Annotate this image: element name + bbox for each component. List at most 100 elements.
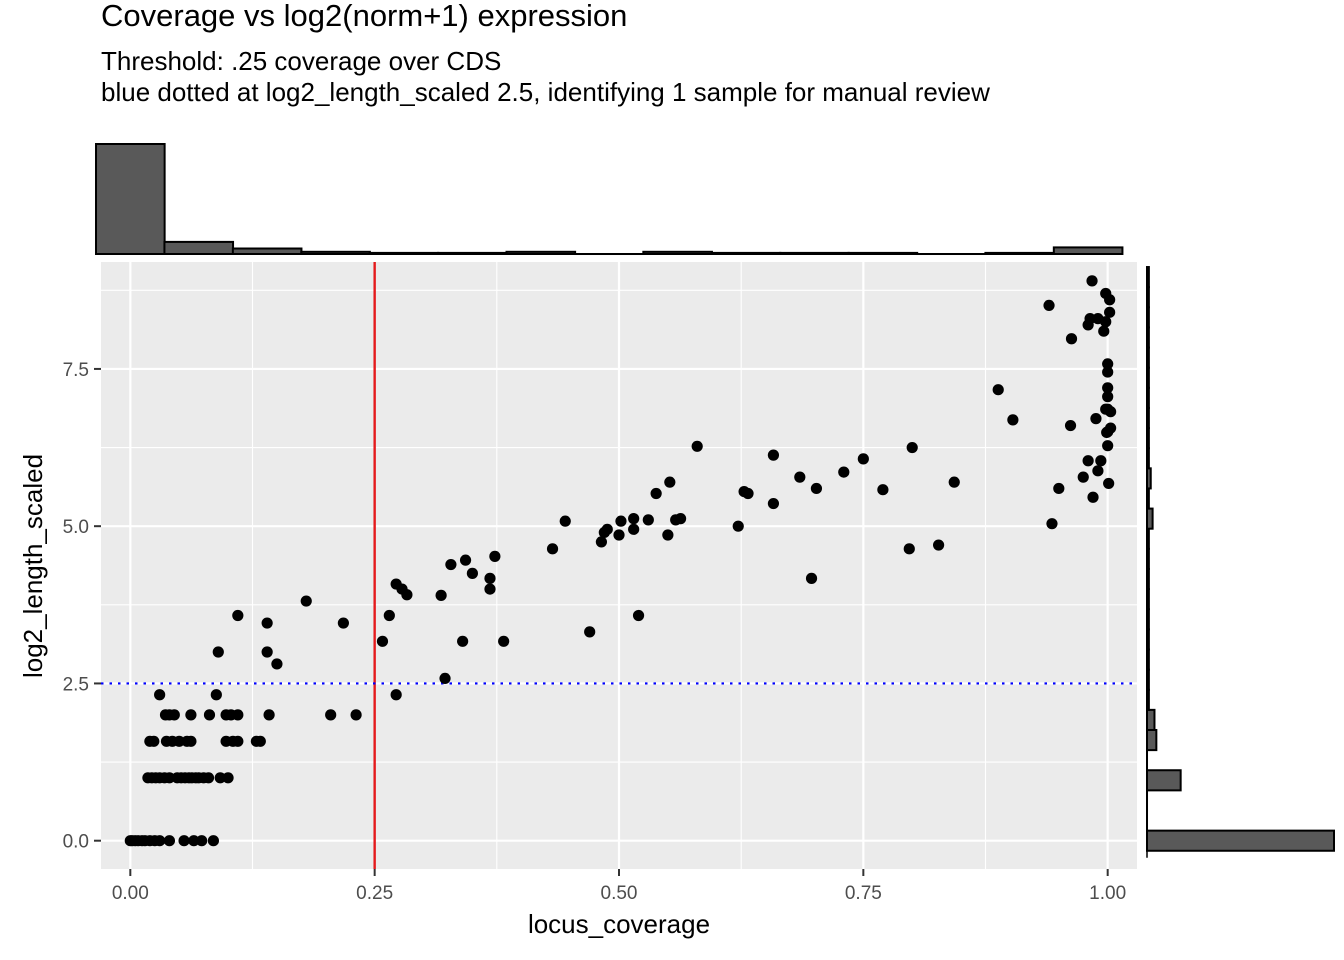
chart-title: Coverage vs log2(norm+1) expression [101,0,627,33]
right-histogram-bar [1146,628,1150,651]
data-point [1007,414,1019,426]
data-point [628,523,640,535]
right-histogram-bar [1146,487,1150,510]
data-point [337,617,349,629]
data-point [857,453,869,465]
data-point [632,609,645,622]
right-histogram-bar [1146,326,1150,349]
data-point [163,835,176,847]
data-point [222,772,234,784]
data-point [1092,465,1104,477]
data-point [1100,316,1112,328]
data-point [642,514,654,526]
data-point [1095,455,1107,467]
data-point [383,609,395,622]
data-point [148,735,160,747]
data-point [163,772,176,784]
data-point [445,558,457,571]
data-point [601,523,613,535]
data-point [188,835,200,847]
right-histogram-bar [1146,728,1158,752]
right-histogram-bar [1146,648,1150,671]
data-point [559,515,571,527]
data-point [742,487,754,500]
data-point [1105,406,1117,418]
data-point [992,384,1004,396]
right-histogram-bar [1146,306,1150,329]
data-point [838,466,850,478]
top-histogram-bar [779,251,850,255]
data-point [1102,391,1114,403]
data-point [263,709,275,721]
data-point [271,658,283,670]
chart-subtitle-line-1: Threshold: .25 coverage over CDS [101,46,501,76]
right-marginal-histogram [1146,266,1335,858]
top-histogram-bar [847,251,919,255]
data-point [435,589,447,601]
top-histogram-bar [505,250,577,256]
data-point [662,529,674,541]
data-point [877,484,889,496]
data-point [261,617,273,629]
data-point [1103,477,1115,490]
data-point [254,735,266,747]
top-histogram-bar [368,251,440,255]
data-point [691,440,703,452]
data-point [664,476,676,488]
data-point [732,520,744,532]
x-tick-label: 1.00 [1089,883,1126,904]
data-point [376,635,389,647]
data-point [1086,275,1098,287]
right-histogram-bar [1146,507,1154,530]
data-point [401,589,413,601]
data-point [1098,325,1110,337]
data-point [1065,333,1078,345]
axes: 0.00 0.25 0.50 0.75 1.00 0.0 2.5 5.0 7.5 [63,360,1127,904]
data-point [212,646,224,658]
right-histogram-bar [1146,427,1150,450]
data-point [207,835,219,847]
data-point [459,554,472,566]
right-histogram-bar [1146,447,1150,470]
scatter-points [124,275,1117,847]
data-point [202,772,215,784]
right-histogram-bar [1146,567,1150,591]
data-point [613,529,625,541]
data-point [906,441,918,454]
data-point [168,709,180,721]
data-point [767,497,780,510]
y-tick-label: 0.0 [63,832,89,853]
right-histogram-bar [1146,547,1150,570]
data-point [1090,413,1102,425]
data-point [203,709,216,721]
data-point [498,635,510,647]
data-point [1046,518,1058,530]
y-tick-label: 5.0 [63,517,89,538]
data-point [1105,422,1117,434]
data-point [546,543,559,555]
x-tick-label: 0.00 [112,883,149,904]
chart-subtitle-line-2: blue dotted at log2_length_scaled 2.5, i… [101,77,990,107]
data-point [1102,382,1114,394]
data-point [767,449,780,461]
x-tick-label: 0.50 [601,883,638,904]
data-point [173,735,185,747]
top-histogram-bar [163,240,235,255]
x-tick-label: 0.75 [845,883,882,904]
data-point [1104,306,1116,318]
y-axis-label: log2_length_scaled [18,454,48,678]
top-histogram-bar [300,250,371,256]
data-point [178,835,190,847]
data-point [1084,313,1096,325]
data-point [948,476,960,488]
data-point [1053,482,1065,495]
data-point [232,709,244,721]
data-point [300,595,312,607]
data-point [185,735,197,747]
right-histogram-bar [1146,608,1150,631]
top-histogram-bar [710,251,782,255]
right-histogram-bar [1146,406,1150,430]
data-point [1087,491,1099,503]
data-point [1064,419,1077,432]
data-point [484,583,496,595]
